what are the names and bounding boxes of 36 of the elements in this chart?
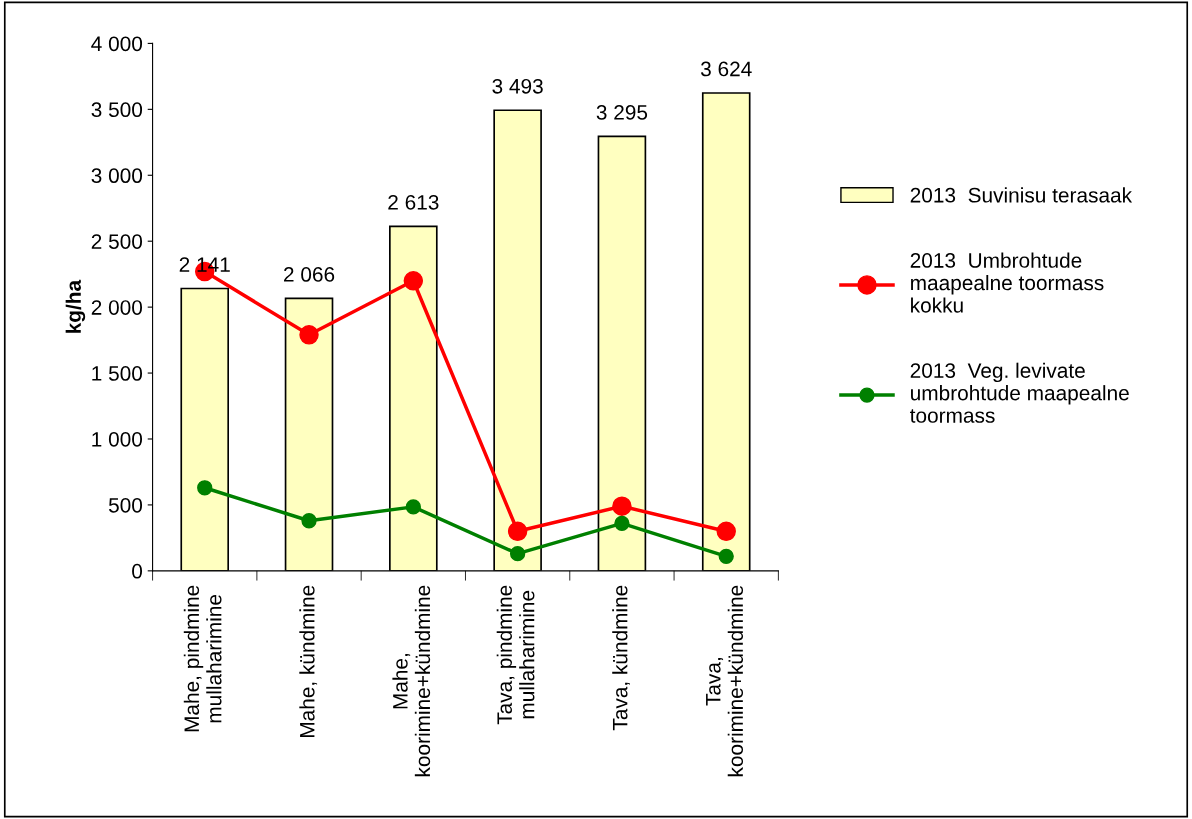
y-tick-label: 2 500 (91, 234, 143, 249)
data-label: 2 141 (179, 257, 230, 272)
data-label: 3 493 (492, 78, 543, 94)
y-axis-title: kg/ha (65, 279, 86, 333)
point (507, 521, 528, 542)
x-tick-label: Tava, kündmine (612, 585, 630, 731)
point (612, 496, 632, 516)
point (301, 513, 317, 529)
point (403, 271, 424, 291)
point (405, 499, 421, 515)
point (716, 521, 736, 542)
legend-label: 2013 Suvinisu terasaak (910, 187, 1133, 203)
legend-label: 2013 Umbrohtude maapealne toormass kokku (910, 252, 1104, 313)
x-tick-label: Mahe, pindmine mullaharimine (183, 585, 222, 732)
y-tick-label: 1 500 (92, 366, 143, 381)
y-tick-label: 2 000 (91, 300, 143, 315)
point (509, 546, 526, 562)
point (614, 515, 630, 532)
y-tick-label: 1 000 (92, 431, 143, 447)
data-label: 3 295 (596, 105, 648, 120)
x-tick-label: Tava, koorimine+kündmine (706, 585, 744, 777)
point (197, 480, 213, 496)
point (718, 548, 734, 564)
y-tick-label: 500 (108, 497, 143, 513)
y-tick-label: 4 000 (91, 36, 143, 52)
x-tick-label: Tava, pindmine mullaharimine (496, 585, 535, 725)
x-tick-label: Mahe, koorimine+kündmine (392, 585, 431, 777)
data-label: 3 624 (700, 61, 752, 77)
x-tick-label: Mahe, kündmine (299, 585, 318, 738)
y-tick-label: 3 000 (91, 168, 143, 184)
y-tick-label: 3 500 (91, 102, 143, 118)
legend-label: 2013 Veg. levivate umbrohtude maapealne toormass (910, 362, 1129, 423)
data-label: 2 613 (388, 194, 439, 210)
point (299, 325, 319, 345)
data-label: 2 066 (284, 267, 335, 282)
y-tick-label: 0 (132, 563, 143, 579)
